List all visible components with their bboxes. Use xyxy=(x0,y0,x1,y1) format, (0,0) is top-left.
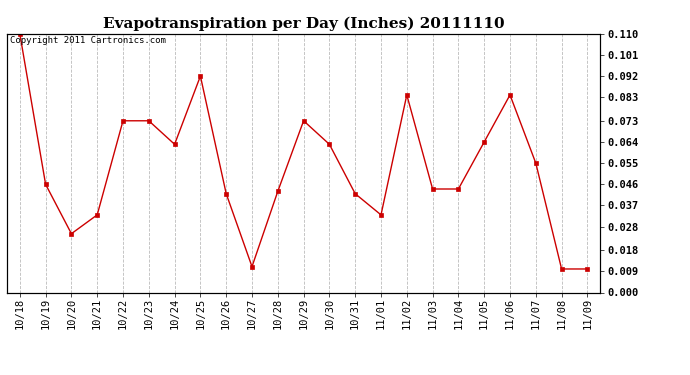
Title: Evapotranspiration per Day (Inches) 20111110: Evapotranspiration per Day (Inches) 2011… xyxy=(103,17,504,31)
Text: Copyright 2011 Cartronics.com: Copyright 2011 Cartronics.com xyxy=(10,36,166,45)
